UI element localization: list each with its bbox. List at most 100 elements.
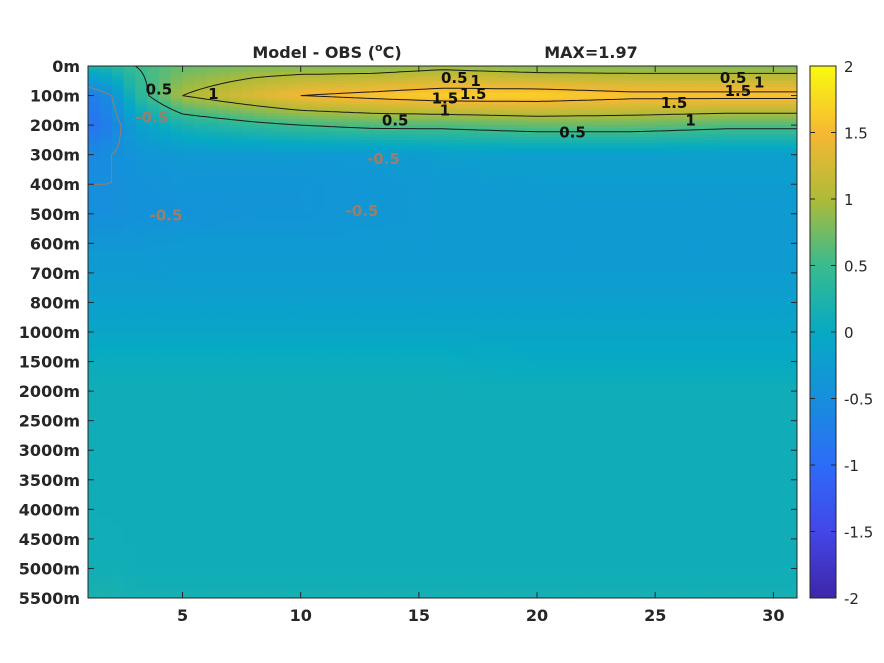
heatmap-cell bbox=[312, 136, 325, 141]
heatmap-cell bbox=[501, 191, 514, 200]
heatmap-cell bbox=[442, 131, 455, 135]
heatmap-cell bbox=[206, 131, 219, 135]
heatmap-cell bbox=[726, 92, 739, 97]
heatmap-cell bbox=[395, 128, 408, 132]
heatmap-cell bbox=[147, 457, 160, 466]
heatmap-cell bbox=[548, 538, 562, 547]
heatmap-cell bbox=[99, 116, 113, 120]
heatmap-cell bbox=[596, 107, 609, 111]
heatmap-cell bbox=[513, 228, 526, 237]
heatmap-cell bbox=[312, 133, 325, 138]
heatmap-cell bbox=[726, 332, 739, 340]
heatmap-cell bbox=[158, 131, 172, 135]
heatmap-cell bbox=[277, 86, 290, 91]
heatmap-cell bbox=[678, 280, 692, 289]
heatmap-cell bbox=[241, 501, 255, 510]
heatmap-cell bbox=[537, 346, 550, 355]
heatmap-cell bbox=[147, 151, 160, 156]
heatmap-cell bbox=[418, 457, 432, 466]
heatmap-cell bbox=[99, 125, 113, 129]
heatmap-cell bbox=[714, 339, 727, 348]
heatmap-cell bbox=[619, 199, 633, 207]
heatmap-cell bbox=[489, 361, 503, 370]
heatmap-cell bbox=[667, 354, 680, 363]
heatmap-cell bbox=[371, 250, 385, 259]
heatmap-cell bbox=[182, 332, 195, 340]
heatmap-cell bbox=[277, 235, 290, 244]
heatmap-cell bbox=[88, 405, 101, 414]
heatmap-cell bbox=[525, 509, 538, 518]
heatmap-cell bbox=[749, 465, 763, 473]
heatmap-cell bbox=[324, 119, 337, 123]
heatmap-cell bbox=[749, 151, 763, 156]
heatmap-cell bbox=[347, 287, 361, 296]
heatmap-cell bbox=[418, 71, 432, 76]
heatmap-cell bbox=[619, 206, 633, 215]
heatmap-cell bbox=[253, 206, 266, 215]
heatmap-cell bbox=[773, 213, 786, 222]
heatmap-cell bbox=[170, 494, 184, 503]
heatmap-cell bbox=[407, 89, 420, 94]
heatmap-cell bbox=[99, 516, 113, 525]
heatmap-cell bbox=[277, 110, 290, 114]
heatmap-cell bbox=[525, 487, 538, 496]
heatmap-cell bbox=[265, 465, 278, 473]
heatmap-cell bbox=[537, 136, 550, 141]
heatmap-cell bbox=[206, 154, 219, 163]
heatmap-cell bbox=[277, 206, 290, 215]
heatmap-cell bbox=[135, 516, 148, 525]
heatmap-cell bbox=[170, 101, 184, 106]
heatmap-cell bbox=[265, 228, 278, 237]
heatmap-cell bbox=[288, 280, 302, 289]
chart-title-right: C) bbox=[383, 43, 402, 62]
heatmap-cell bbox=[383, 98, 396, 103]
heatmap-cell bbox=[430, 235, 444, 244]
heatmap-cell bbox=[643, 435, 656, 444]
heatmap-cell bbox=[147, 104, 160, 108]
heatmap-cell bbox=[702, 428, 715, 437]
heatmap-cell bbox=[430, 346, 444, 355]
heatmap-cell bbox=[312, 131, 325, 135]
heatmap-cell bbox=[88, 169, 101, 178]
heatmap-cell bbox=[229, 457, 243, 466]
heatmap-cell bbox=[584, 376, 597, 385]
heatmap-cell bbox=[277, 113, 290, 117]
heatmap-cell bbox=[714, 151, 727, 156]
heatmap-cell bbox=[418, 265, 432, 274]
heatmap-cell bbox=[454, 487, 467, 496]
heatmap-cell bbox=[407, 213, 420, 222]
heatmap-cell bbox=[147, 68, 160, 73]
heatmap-cell bbox=[418, 465, 432, 473]
heatmap-cell bbox=[572, 113, 585, 117]
heatmap-cell bbox=[572, 413, 585, 422]
heatmap-cell bbox=[773, 324, 786, 333]
heatmap-cell bbox=[477, 324, 491, 333]
heatmap-cell bbox=[619, 243, 633, 252]
heatmap-cell bbox=[454, 206, 467, 215]
heatmap-cell bbox=[300, 287, 314, 296]
heatmap-cell bbox=[548, 66, 562, 70]
heatmap-cell bbox=[147, 538, 160, 547]
heatmap-cell bbox=[525, 92, 538, 97]
heatmap-cell bbox=[726, 295, 739, 304]
heatmap-cell bbox=[655, 280, 668, 289]
heatmap-cell bbox=[241, 324, 255, 333]
heatmap-cell bbox=[418, 176, 432, 185]
heatmap-cell bbox=[690, 295, 704, 304]
heatmap-cell bbox=[111, 258, 125, 267]
heatmap-cell bbox=[277, 176, 290, 185]
heatmap-cell bbox=[371, 405, 385, 414]
heatmap-cell bbox=[442, 235, 455, 244]
heatmap-cell bbox=[324, 169, 337, 178]
heatmap-cell bbox=[560, 465, 574, 473]
heatmap-cell bbox=[147, 74, 160, 79]
heatmap-cell bbox=[442, 287, 455, 296]
heatmap-cell bbox=[371, 472, 385, 481]
heatmap-cell bbox=[785, 101, 797, 106]
heatmap-cell bbox=[773, 133, 786, 138]
heatmap-cell bbox=[265, 206, 278, 215]
heatmap-cell bbox=[584, 89, 597, 94]
heatmap-cell bbox=[785, 139, 797, 144]
heatmap-cell bbox=[773, 479, 786, 488]
heatmap-cell bbox=[182, 162, 195, 171]
